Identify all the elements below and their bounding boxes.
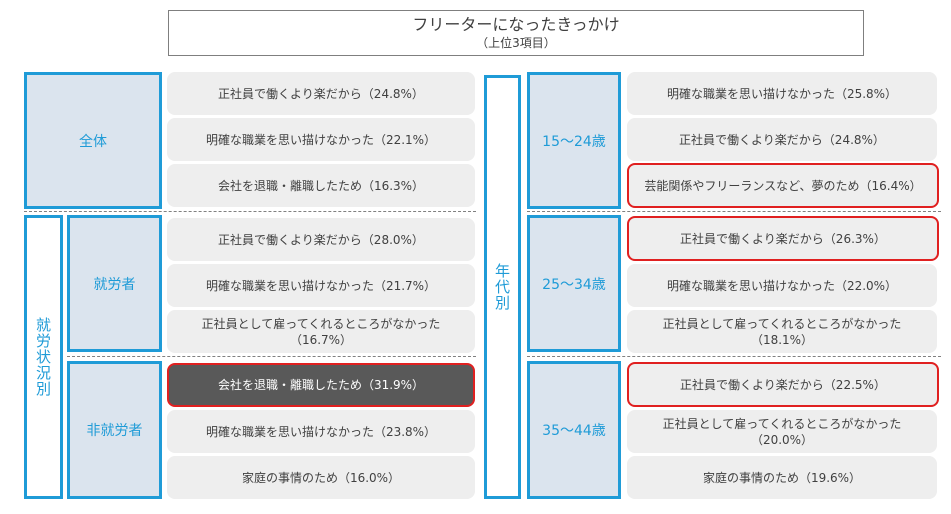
cell-text: 会社を退職・離職したため（16.3%） (217, 178, 425, 193)
table-cell: 明確な職業を思い描けなかった（22.1%） (167, 118, 475, 161)
category-label-age-25-34: 25～34歳 (527, 215, 621, 352)
table-cell: 正社員として雇ってくれるところがなかった（18.1%） (627, 310, 937, 353)
chart-title-box: フリーターになったきっかけ （上位3項目） (168, 10, 864, 56)
table-cell-highlighted: 会社を退職・離職したため（31.9%） (167, 363, 475, 407)
category-label-text: 全体 (79, 133, 107, 150)
cell-text: 正社員で働くより楽だから（26.3%） (680, 231, 886, 246)
category-label-age-35-44: 35～44歳 (527, 361, 621, 499)
cell-text: 家庭の事情のため（16.0%） (241, 470, 401, 485)
divider-line (527, 211, 941, 212)
table-cell-highlighted: 芸能関係やフリーランスなど、夢のため（16.4%） (627, 163, 939, 208)
table-cell: 家庭の事情のため（16.0%） (167, 456, 475, 499)
divider-line (24, 211, 476, 212)
group-label-text: 年代別 (493, 263, 511, 311)
cell-text: 芸能関係やフリーランスなど、夢のため（16.4%） (644, 178, 922, 193)
category-label-text: 25～34歳 (542, 276, 606, 293)
table-cell: 正社員として雇ってくれるところがなかった（16.7%） (167, 310, 475, 353)
table-cell-highlighted: 正社員で働くより楽だから（22.5%） (627, 362, 939, 407)
cell-text: 会社を退職・離職したため（31.9%） (217, 378, 425, 392)
cell-text: 正社員として雇ってくれるところがなかった（16.7%） (201, 316, 441, 347)
table-cell: 正社員で働くより楽だから（24.8%） (167, 72, 475, 115)
cell-text: 正社員として雇ってくれるところがなかった（18.1%） (662, 316, 902, 347)
table-cell: 明確な職業を思い描けなかった（22.0%） (627, 264, 937, 307)
cell-text: 正社員で働くより楽だから（24.8%） (218, 86, 424, 101)
chart-subtitle: （上位3項目） (476, 36, 556, 50)
divider-line (67, 356, 476, 357)
table-cell-highlighted: 正社員で働くより楽だから（26.3%） (627, 216, 939, 261)
cell-text: 正社員として雇ってくれるところがなかった（20.0%） (662, 416, 902, 447)
category-label-overall: 全体 (24, 72, 162, 209)
cell-text: 明確な職業を思い描けなかった（22.1%） (205, 132, 437, 147)
group-label-age: 年代別 (484, 75, 521, 499)
cell-text: 明確な職業を思い描けなかった（23.8%） (205, 424, 437, 439)
divider-line (527, 356, 941, 357)
group-label-employment-status: 就労状況別 (24, 215, 63, 499)
category-label-unemployed: 非就労者 (67, 361, 162, 499)
table-cell: 正社員として雇ってくれるところがなかった（20.0%） (627, 410, 937, 453)
table-cell: 正社員で働くより楽だから（24.8%） (627, 118, 937, 161)
table-cell: 正社員で働くより楽だから（28.0%） (167, 218, 475, 261)
cell-text: 明確な職業を思い描けなかった（21.7%） (205, 278, 437, 293)
chart-title: フリーターになったきっかけ (412, 15, 620, 34)
table-cell: 明確な職業を思い描けなかった（25.8%） (627, 72, 937, 115)
category-label-text: 35～44歳 (542, 423, 606, 439)
cell-text: 明確な職業を思い描けなかった（22.0%） (666, 278, 898, 293)
table-cell: 会社を退職・離職したため（16.3%） (167, 164, 475, 207)
category-label-text: 15～24歳 (542, 133, 606, 150)
category-label-age-15-24: 15～24歳 (527, 72, 621, 209)
cell-text: 家庭の事情のため（19.6%） (702, 470, 862, 485)
cell-text: 正社員で働くより楽だから（22.5%） (680, 377, 886, 392)
table-cell: 家庭の事情のため（19.6%） (627, 456, 937, 499)
category-label-employed: 就労者 (67, 215, 162, 352)
group-label-text: 就労状況別 (34, 317, 52, 397)
cell-text: 正社員で働くより楽だから（24.8%） (679, 132, 885, 147)
category-label-text: 非就労者 (86, 423, 143, 439)
category-label-text: 就労者 (93, 276, 136, 293)
cell-text: 正社員で働くより楽だから（28.0%） (218, 232, 424, 247)
table-cell: 明確な職業を思い描けなかった（23.8%） (167, 410, 475, 453)
table-cell: 明確な職業を思い描けなかった（21.7%） (167, 264, 475, 307)
cell-text: 明確な職業を思い描けなかった（25.8%） (666, 86, 898, 101)
